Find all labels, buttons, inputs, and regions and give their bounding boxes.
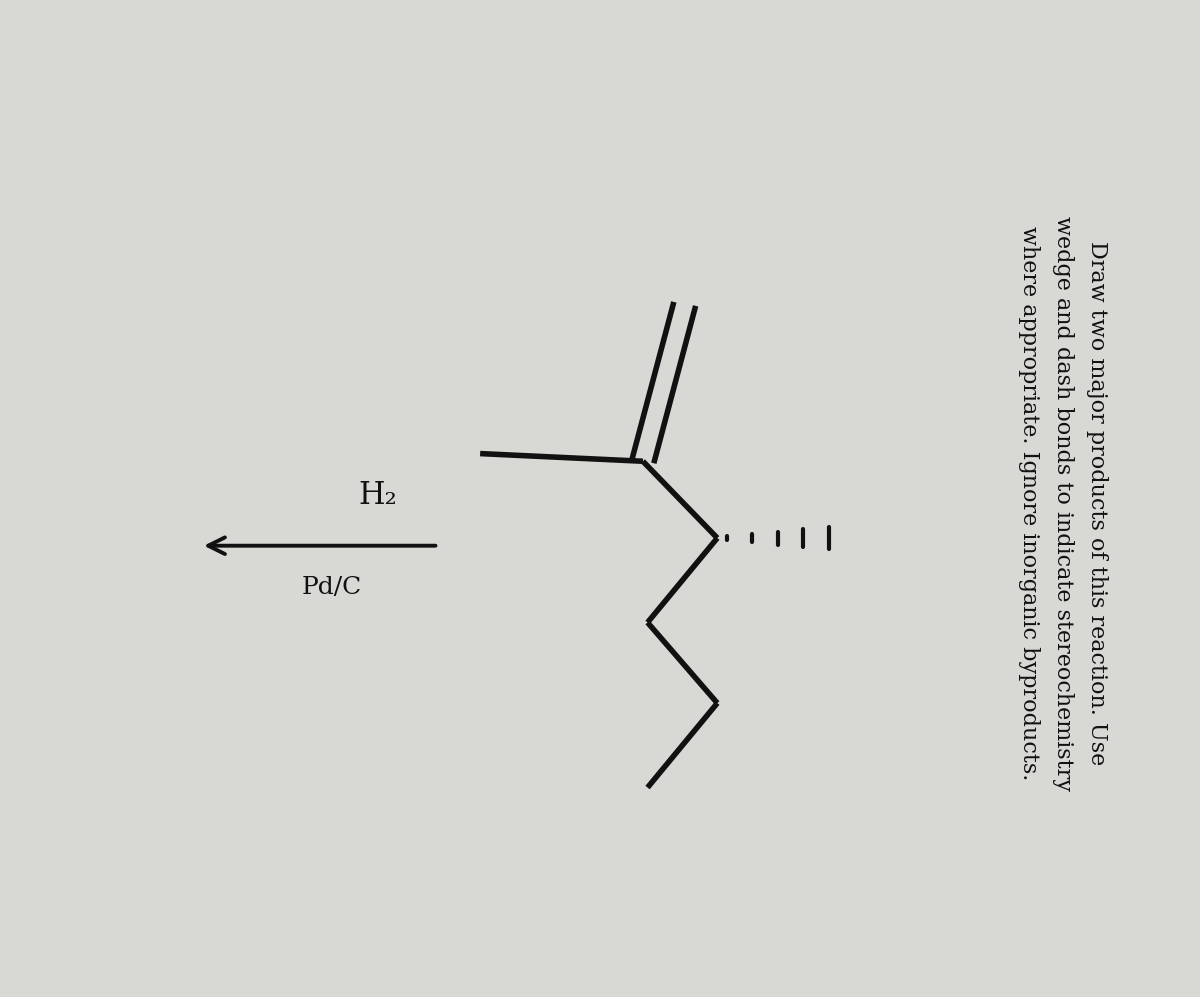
Text: Pd/C: Pd/C: [301, 576, 361, 599]
Text: H₂: H₂: [359, 481, 397, 511]
Text: Draw two major products of this reaction. Use
wedge and dash bonds to indicate s: Draw two major products of this reaction…: [1019, 216, 1108, 791]
